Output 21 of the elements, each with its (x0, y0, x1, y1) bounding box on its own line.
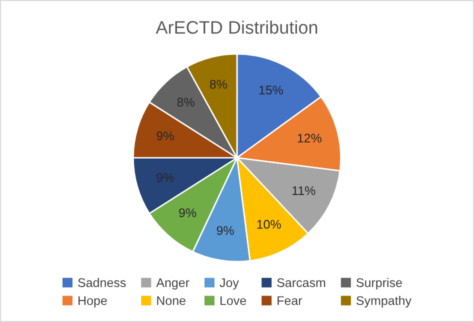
data-label: 9% (216, 226, 234, 235)
legend-label: Surprise (356, 278, 402, 290)
data-label: 12% (298, 134, 322, 142)
data-label: 8% (177, 98, 194, 107)
legend-label: Hope (78, 296, 107, 308)
data-label: 9% (156, 173, 174, 182)
chart-title: ArECTD Distribution (156, 20, 318, 34)
legend-label: Love (220, 296, 246, 306)
data-label: 9% (179, 208, 196, 218)
legend-label: Sadness (78, 278, 126, 288)
legend-label: None (157, 296, 186, 306)
legend-label: Anger (156, 278, 190, 290)
data-label: 8% (210, 80, 227, 89)
legend-label: Fear (278, 296, 302, 306)
legend-label: Sarcasm (277, 278, 326, 288)
data-label: 10% (257, 220, 281, 229)
legend-label: Joy (220, 278, 239, 290)
data-label: 15% (259, 86, 284, 95)
data-label: 9% (156, 131, 174, 140)
legend-label: Sympathy (356, 296, 412, 308)
data-label: 11% (292, 186, 316, 196)
